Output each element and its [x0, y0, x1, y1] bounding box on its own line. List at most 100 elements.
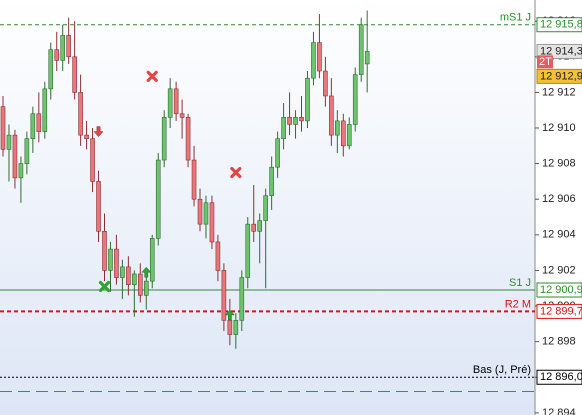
signal-shape: [141, 266, 152, 278]
signal-shape: [146, 70, 158, 82]
y-tick-label: 12 898: [542, 336, 576, 348]
level-price: 12 900,9: [540, 284, 582, 296]
candle-body: [281, 117, 286, 139]
signal-buy-cross: [98, 280, 111, 293]
signal-buy-arrow: [141, 266, 152, 278]
candle-body: [197, 198, 203, 225]
candle-body: [299, 117, 304, 122]
target-tag: 2T: [539, 56, 552, 68]
candle-body: [149, 238, 155, 282]
target-tag-box: [537, 55, 553, 69]
signal-shape: [98, 280, 111, 293]
signal-sell-cross: [146, 70, 158, 82]
last-price-box: [536, 43, 582, 59]
candle-body: [293, 117, 298, 125]
candle-body: [179, 113, 185, 118]
signal-sell-cross: [230, 166, 242, 179]
candle-body: [155, 159, 161, 239]
candle-body: [364, 51, 370, 65]
candle-body: [12, 134, 18, 179]
y-tick-label: 12 908: [542, 158, 576, 170]
level-price: 12 896,0: [540, 371, 582, 383]
candle-body: [54, 49, 60, 61]
candle-body: [191, 159, 197, 200]
candle-body: [102, 230, 107, 271]
candle-body: [90, 138, 95, 182]
candle-body: [215, 241, 221, 271]
signal-shape: [230, 166, 242, 179]
candle-body: [96, 181, 101, 232]
candle-body: [275, 138, 280, 168]
candle-body: [84, 134, 89, 139]
candle-body: [323, 70, 328, 97]
candle-body: [329, 95, 334, 136]
signal-shape: [224, 309, 235, 321]
candle-body: [305, 77, 310, 122]
candle-body: [317, 42, 322, 72]
candle-body: [36, 113, 42, 132]
candle-body: [209, 202, 215, 243]
candle-body: [6, 134, 12, 150]
candle-body: [287, 117, 292, 125]
last-price: 12 914,3: [540, 45, 582, 57]
candle-body: [340, 120, 346, 147]
candle-body: [203, 202, 209, 225]
candle-body: [263, 195, 268, 221]
candle-body: [72, 56, 77, 93]
candle-body: [346, 124, 352, 147]
candle-body: [245, 223, 251, 278]
candle-body: [167, 88, 173, 118]
candle-body: [30, 113, 36, 139]
candle-body: [126, 266, 131, 285]
level-name: Bas (J, Pré): [473, 364, 531, 376]
candle-body: [173, 88, 179, 115]
candle-body: [311, 42, 316, 79]
candle-body: [257, 220, 263, 232]
candle-body: [358, 24, 364, 75]
level-price-box: [536, 282, 582, 298]
candle-body: [120, 266, 125, 278]
y-tick-label: 12 912: [542, 86, 576, 98]
candle-body: [227, 319, 233, 335]
level-name: S1 J: [509, 277, 531, 289]
candle-body: [60, 35, 66, 61]
candle-body: [108, 248, 113, 271]
candle-body: [18, 163, 24, 179]
level-price-box: [536, 369, 582, 385]
candle-body: [239, 277, 245, 321]
signal-buy-arrow: [224, 309, 235, 321]
candle-body: [269, 166, 274, 196]
target-price: 12 912,9: [540, 70, 582, 82]
signal-shape: [93, 126, 104, 137]
candle-body: [114, 248, 119, 278]
candle-body: [138, 273, 143, 296]
level-price-box: [536, 17, 582, 33]
candle-body: [0, 106, 6, 150]
y-tick-label: 12 910: [542, 122, 576, 134]
level-price-box: [536, 303, 582, 319]
candle-body: [251, 223, 257, 232]
candle-body: [221, 270, 227, 321]
y-tick-label: 12 894: [542, 407, 576, 415]
y-tick-label: 12 904: [542, 229, 576, 241]
y-tick-label: 12 902: [542, 264, 576, 276]
candle-body: [42, 88, 48, 132]
candle-body: [66, 35, 71, 58]
candle-body: [24, 138, 30, 164]
candle-body: [352, 74, 358, 125]
level-price: 12 899,7: [540, 305, 582, 317]
level-price: 12 915,8: [540, 19, 582, 31]
target-price-box: [536, 68, 582, 84]
signal-sell-arrow: [93, 126, 104, 137]
candle-body: [233, 319, 239, 335]
candle-body: [78, 92, 83, 136]
y-tick-label: 12 906: [542, 193, 576, 205]
candle-body: [143, 280, 149, 296]
level-name: R2 M: [505, 298, 531, 310]
candle-body: [185, 117, 191, 161]
candle-body: [132, 273, 137, 285]
candle-body: [48, 49, 54, 90]
level-name: mS1 J: [500, 12, 531, 24]
candle-body: [335, 120, 340, 136]
